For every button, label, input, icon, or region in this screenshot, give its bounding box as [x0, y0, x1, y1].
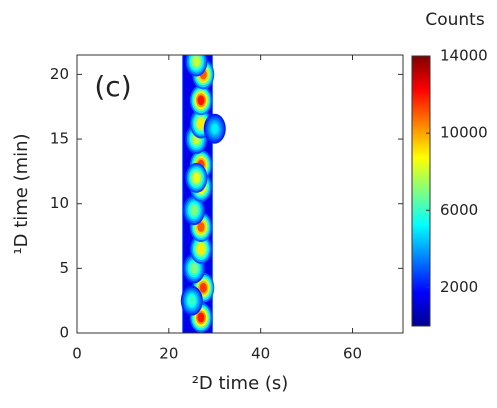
contour-level	[190, 263, 198, 274]
contour-level	[192, 172, 200, 183]
y-tick-label: 20	[50, 65, 69, 83]
y-tick-label: 10	[50, 194, 69, 212]
colorbar-title: Counts	[425, 10, 484, 30]
y-tick-label: 15	[50, 130, 69, 148]
contour-peak	[203, 113, 226, 144]
contour-peak	[180, 285, 203, 316]
contour-level	[197, 221, 205, 232]
colorbar	[411, 55, 431, 327]
contour-peak	[189, 233, 212, 264]
contour-level	[188, 295, 196, 306]
contour-peak	[185, 55, 208, 77]
y-tick-label: 0	[59, 324, 69, 342]
y-tick-label: 5	[59, 259, 69, 277]
contour-level	[197, 118, 205, 129]
contour-level	[190, 205, 198, 216]
y-axis-label: ¹D time (min)	[11, 133, 32, 254]
colorbar-tick-label: 2000	[440, 278, 478, 296]
colorbar-tick-label: 6000	[440, 201, 478, 219]
x-axis-label: ²D time (s)	[192, 373, 289, 394]
plot-area	[180, 55, 226, 333]
plot-frame	[76, 54, 404, 334]
contour-level	[197, 312, 205, 323]
contour-level	[197, 243, 205, 254]
x-tick-label: 20	[159, 345, 178, 363]
contour-level	[199, 282, 207, 293]
colorbar-tick-label: 14000	[440, 47, 488, 65]
contour-peak	[189, 85, 212, 116]
contour-level	[192, 56, 200, 67]
x-tick-label: 0	[72, 345, 82, 363]
colorbar-tick-label: 10000	[440, 124, 488, 142]
annotation: (c)	[94, 70, 131, 103]
contour-peak	[183, 195, 206, 226]
x-tick-label: 60	[343, 345, 362, 363]
contour-level	[197, 95, 205, 106]
contour-peak	[185, 162, 208, 193]
x-tick-label: 40	[251, 345, 270, 363]
contour-level	[211, 123, 219, 134]
